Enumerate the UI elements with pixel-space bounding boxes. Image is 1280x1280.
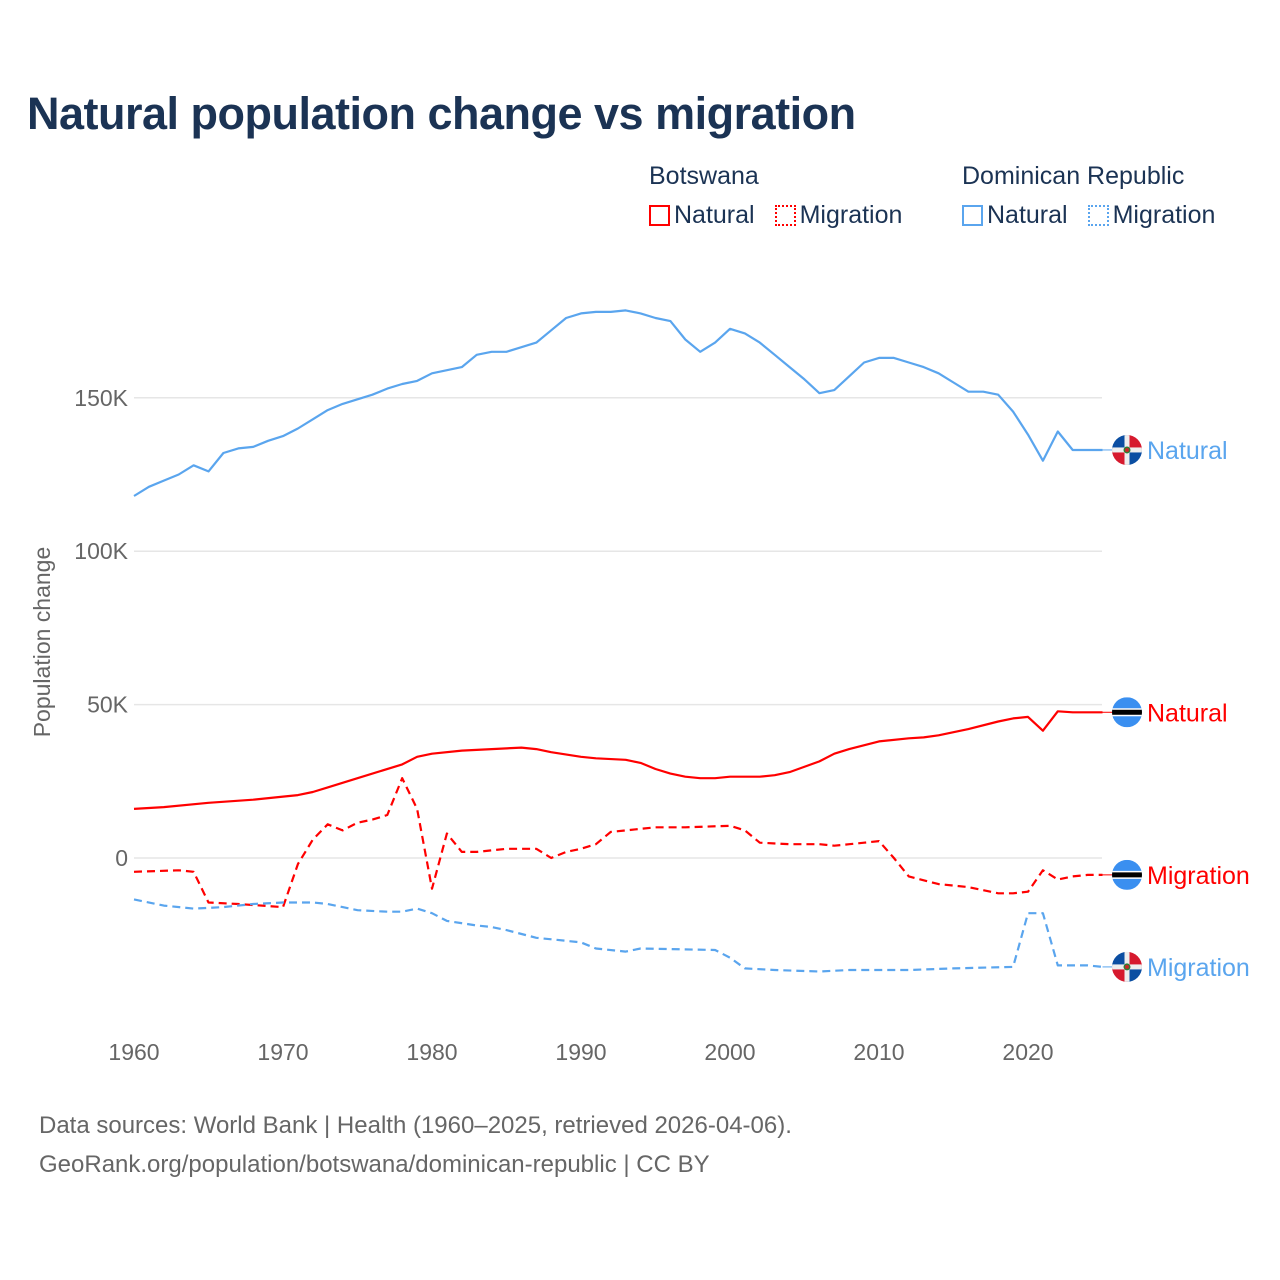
dominican-republic-flag-icon	[1112, 434, 1142, 465]
solid-swatch-icon	[962, 205, 983, 226]
solid-swatch-icon	[649, 205, 670, 226]
dominican-republic-flag-icon	[1112, 951, 1142, 982]
legend-label: Natural	[674, 201, 755, 229]
botswana-flag-icon	[1112, 859, 1142, 890]
y-tick-label: 100K	[74, 538, 128, 564]
footer: Data sources: World Bank | Health (1960–…	[39, 1106, 792, 1184]
legend-label: Migration	[799, 201, 903, 229]
legend-label: Migration	[1112, 201, 1216, 229]
legend-item-dr-natural[interactable]: Natural	[962, 201, 1068, 230]
legend-country: Botswana	[649, 162, 759, 190]
x-tick-label: 2000	[704, 1039, 755, 1065]
series-line-botswana-migration[interactable]	[133, 777, 1103, 909]
x-tick-label: 2020	[1002, 1039, 1053, 1065]
x-tick-label: 1980	[406, 1039, 457, 1065]
end-label: Natural	[1147, 437, 1228, 465]
source-link[interactable]: GeoRank.org/population/botswana/dominica…	[39, 1151, 710, 1178]
legend-item-dr-migration[interactable]: Migration	[1087, 201, 1216, 230]
end-label: Migration	[1147, 954, 1250, 982]
dotted-swatch-icon	[774, 205, 796, 226]
end-label: Natural	[1147, 699, 1228, 727]
botswana-flag-icon	[1112, 697, 1142, 728]
legend-botswana: Botswana Natural Migration	[649, 162, 902, 230]
legend-dominican-republic: Dominican Republic Natural Migration	[962, 162, 1215, 230]
chart-title: Natural population change vs migration	[27, 88, 856, 139]
y-tick-label: 150K	[74, 385, 128, 411]
legend-item-botswana-migration[interactable]: Migration	[774, 201, 903, 230]
legend-item-botswana-natural[interactable]: Natural	[649, 201, 755, 230]
x-tick-label: 1970	[257, 1039, 308, 1065]
series-line-dominican-republic-natural[interactable]	[133, 309, 1103, 497]
series-line-dominican-republic-migration[interactable]	[133, 898, 1103, 973]
x-tick-label: 1960	[108, 1039, 159, 1065]
y-axis-label: Population change	[29, 547, 55, 738]
y-tick-label: 0	[115, 845, 128, 871]
dotted-swatch-icon	[1087, 205, 1109, 226]
y-tick-label: 50K	[87, 692, 129, 718]
legend-country: Dominican Republic	[962, 162, 1185, 190]
x-tick-label: 1990	[555, 1039, 606, 1065]
data-sources: Data sources: World Bank | Health (1960–…	[39, 1112, 792, 1139]
end-label: Migration	[1147, 862, 1250, 890]
series-line-botswana-natural[interactable]	[133, 710, 1103, 810]
legend-label: Natural	[987, 201, 1068, 229]
x-tick-label: 2010	[853, 1039, 904, 1065]
